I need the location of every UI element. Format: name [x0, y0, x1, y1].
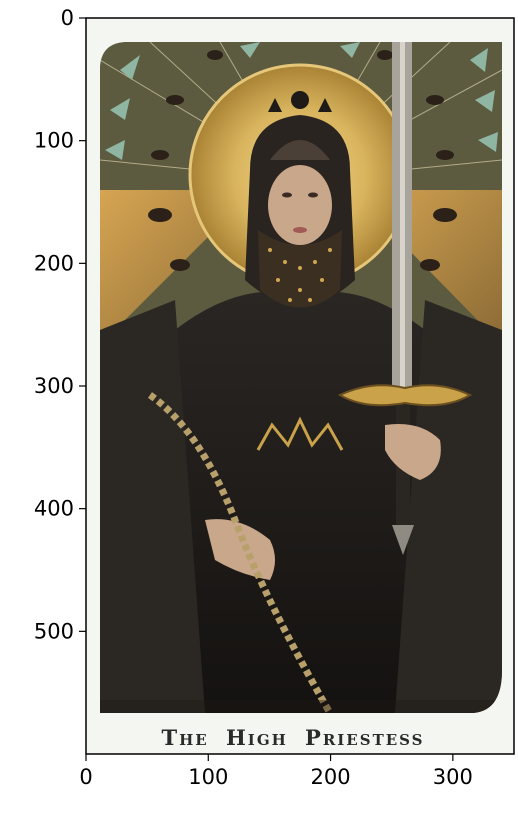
y-tick-label: 200: [34, 251, 74, 275]
x-tick-label: 300: [433, 765, 473, 789]
x-tick-label: 200: [311, 765, 351, 789]
y-tick-label: 400: [34, 497, 74, 521]
card-title-part: T: [161, 725, 179, 750]
x-axis: 0 100 200 300: [79, 754, 473, 789]
x-tick-label: 100: [188, 765, 228, 789]
tarot-card-image: THE HIGH PRIESTESS: [86, 18, 514, 754]
x-tick-label: 0: [79, 765, 92, 789]
card-title-part: RIESTESS: [323, 731, 425, 749]
card-title-part: H: [226, 725, 248, 750]
y-tick-label: 300: [34, 374, 74, 398]
card-title-part: HE: [179, 731, 209, 749]
card-title-part: [298, 731, 305, 749]
card-title-part: IGH: [248, 731, 288, 749]
card-title-part: P: [305, 725, 323, 750]
y-axis: 0 100 200 300 400 500: [34, 6, 86, 643]
y-tick-label: 0: [61, 6, 74, 30]
y-tick-label: 500: [34, 619, 74, 643]
y-tick-label: 100: [34, 129, 74, 153]
card-title: THE HIGH PRIESTESS: [161, 725, 424, 750]
card-title-part: [219, 731, 226, 749]
card-artwork: [100, 42, 502, 713]
